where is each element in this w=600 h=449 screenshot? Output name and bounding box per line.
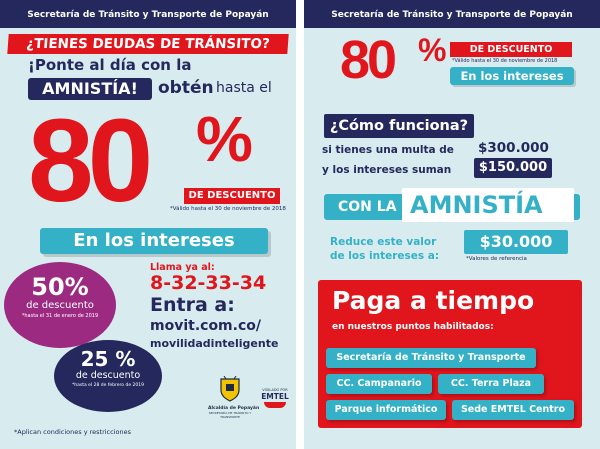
paga-a-tiempo-title: Paga a tiempo [332,286,535,315]
validity-note: *Válido hasta el 30 de noviembre de 2018 [170,206,286,212]
point-terra-plaza: CC. Terra Plaza [438,374,544,394]
multa-value: $300.000 [478,140,549,156]
footer-note: *Aplican condiciones y restricciones [14,428,131,436]
right-de-descuento-banner: DE DESCUENTO [450,42,572,57]
offer-50-circle: 50% de descuento *hasta el 31 de enero d… [4,262,116,348]
de-descuento-text: DE DESCUENTO [188,190,276,201]
debt-question-text: ¿TIENES DEUDAS DE TRÁNSITO? [25,36,271,52]
right-big-80-number: 80 [340,30,397,90]
offer-25-circle: 25 % de descuento *hasta el 28 de febrer… [54,340,162,412]
reduced-value: $30.000 [479,232,553,251]
como-funciona-text: ¿Cómo funciona? [329,118,469,134]
intereses-value-badge: $150.000 [474,158,552,178]
offer-50-percent: 50% [31,273,89,301]
big-80-number: 80 [28,95,153,227]
point-secretaria: Secretaría de Tránsito y Transporte [326,348,536,368]
emtel-logo-bar [264,402,286,408]
de-descuento-banner: DE DESCUENTO [184,188,280,204]
debt-question-banner: ¿TIENES DEUDAS DE TRÁNSITO? [7,34,289,54]
reduce-line1: Reduce este valor [330,236,437,248]
offer-25-percent: 25 % [80,347,136,371]
right-poster: Secretaría de Tránsito y Transporte de P… [304,0,600,449]
reduced-value-badge: $30.000 [464,230,568,254]
obten-text: obtén [158,78,214,98]
offer-25-date: *hasta el 28 de febrero de 2019 [72,383,144,388]
call-label: Llama ya al: [150,262,215,273]
enter-label: Entra a: [150,294,235,316]
point-parque-informatico: Parque informático [326,400,446,420]
point-sede-emtel: Sede EMTEL Centro [452,400,574,420]
emtel-logo-top: VIGILADO POR [262,388,288,392]
right-header: Secretaría de Tránsito y Transporte de P… [304,0,600,28]
en-los-intereses-text: En los intereses [73,230,235,251]
right-en-los-intereses-banner: En los intereses [450,67,574,85]
offer-50-label: de descuento [26,300,94,311]
puntos-text: en nuestros puntos habilitados: [332,322,494,332]
amnistia-badge: AMNISTÍA! [28,78,152,100]
ponte-al-dia-text: ¡Ponte al día con la [28,56,192,74]
multa-text: si tienes una multa de [322,144,454,156]
en-los-intereses-banner: En los intereses [40,228,268,254]
emtel-logo: VIGILADO POR EMTEL [258,388,292,418]
amnistia-box [402,188,574,222]
popayan-shield-icon [220,375,240,402]
hasta-el-text: hasta el [216,80,272,96]
reduced-note: *Valores de referencia [466,256,527,262]
popayan-logo-sub: SECRETARÍA DE TRÁNSITO Y TRANSPORTE [208,411,252,419]
popayan-logo-name: Alcaldía de Popayán [208,406,260,411]
phone-number[interactable]: 8-32-33-34 [150,272,267,294]
big-percent-sign: % [196,103,253,175]
intereses-text: y los intereses suman [322,164,452,176]
offer-50-date: *hasta el 31 de enero de 2019 [21,313,99,319]
como-funciona-banner: ¿Cómo funciona? [324,114,474,138]
left-poster: Secretaría de Tránsito y Transporte de P… [0,0,296,449]
con-la-text: CON LA [338,199,397,215]
right-validity-note: *Válido hasta el 30 de noviembre de 2018 [452,58,558,64]
right-big-percent-sign: % [418,32,447,68]
right-en-los-intereses-text: En los intereses [460,69,564,83]
website-url-line1[interactable]: movit.com.co/ [150,318,261,334]
intereses-value: $150.000 [478,160,548,175]
emtel-logo-text: EMTEL [261,392,289,401]
reduce-line2: de los intereses a: [330,250,440,262]
website-url-line2[interactable]: movilidadinteligente [150,337,279,350]
left-header: Secretaría de Tránsito y Transporte de P… [0,0,296,28]
offer-25-label: de descuento [75,370,141,381]
right-de-descuento-text: DE DESCUENTO [469,44,553,55]
popayan-logo: Alcaldía de Popayán SECRETARÍA DE TRÁNSI… [208,375,260,428]
point-campanario: CC. Campanario [326,374,432,394]
amnistia-badge-text: AMNISTÍA! [42,79,138,98]
right-amnistia-text: AMNISTÍA [410,191,543,219]
